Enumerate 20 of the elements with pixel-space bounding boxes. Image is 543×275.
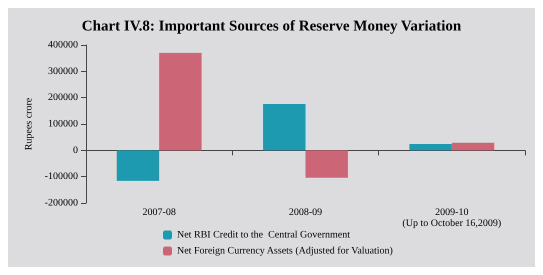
y-tick-label: 100000 bbox=[48, 118, 78, 130]
bar bbox=[306, 150, 348, 178]
bar bbox=[452, 142, 494, 150]
y-axis-title: Rupees crore bbox=[23, 97, 34, 150]
x-tick-label: 2009-10 (Up to October 16,2009) bbox=[402, 207, 502, 229]
y-tick-label: 400000 bbox=[48, 40, 78, 50]
bar bbox=[263, 104, 306, 150]
legend-label: Net Foreign Currency Assets (Adjusted for Valuation) bbox=[177, 246, 393, 256]
bar bbox=[159, 52, 202, 150]
x-tick-label: 2008-09 bbox=[288, 207, 322, 218]
x-tick-label: 2007-08 bbox=[142, 207, 176, 218]
y-tick-label: 0 bbox=[73, 144, 78, 156]
y-tick-label: -100000 bbox=[44, 171, 78, 182]
bar bbox=[116, 150, 160, 181]
chart-title: Chart IV.8: Important Sources of Reserve Money Variation bbox=[82, 18, 462, 34]
y-tick-label: 300000 bbox=[48, 66, 78, 77]
y-tick-label: -200000 bbox=[44, 198, 78, 208]
bar bbox=[409, 144, 452, 150]
y-tick-label: 200000 bbox=[48, 92, 78, 104]
legend-label: Net RBI Credit to the Central Government bbox=[177, 230, 350, 240]
